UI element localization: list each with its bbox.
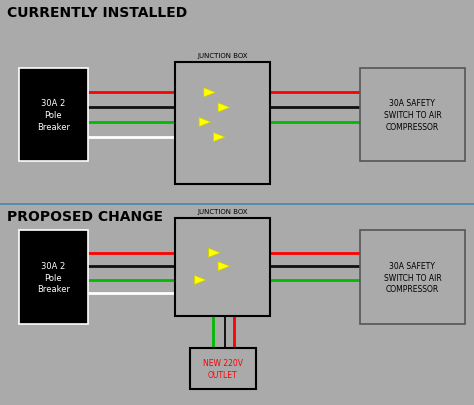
Polygon shape [194,276,206,285]
Text: NEW 220V
OUTLET: NEW 220V OUTLET [203,358,243,379]
Polygon shape [218,262,230,271]
Polygon shape [199,118,211,127]
Text: PROPOSED CHANGE: PROPOSED CHANGE [7,209,163,223]
Text: JUNCTION BOX: JUNCTION BOX [198,53,248,59]
Bar [190,348,256,389]
Text: CURRENTLY INSTALLED: CURRENTLY INSTALLED [7,6,187,20]
Bar [175,63,270,184]
Text: 30A SAFETY
SWITCH TO AIR
COMPRESSOR: 30A SAFETY SWITCH TO AIR COMPRESSOR [383,99,441,132]
Polygon shape [204,89,216,98]
Polygon shape [209,249,220,258]
Text: JUNCTION BOX: JUNCTION BOX [198,209,248,215]
Bar [360,231,465,324]
Text: 30A SAFETY
SWITCH TO AIR
COMPRESSOR: 30A SAFETY SWITCH TO AIR COMPRESSOR [383,261,441,294]
Text: 30A 2
Pole
Breaker: 30A 2 Pole Breaker [37,261,70,294]
Bar [19,69,88,162]
Polygon shape [218,104,230,113]
Bar [360,69,465,162]
Text: 30A 2
Pole
Breaker: 30A 2 Pole Breaker [37,99,70,132]
Bar [175,219,270,316]
Polygon shape [213,133,225,142]
Bar [19,231,88,324]
